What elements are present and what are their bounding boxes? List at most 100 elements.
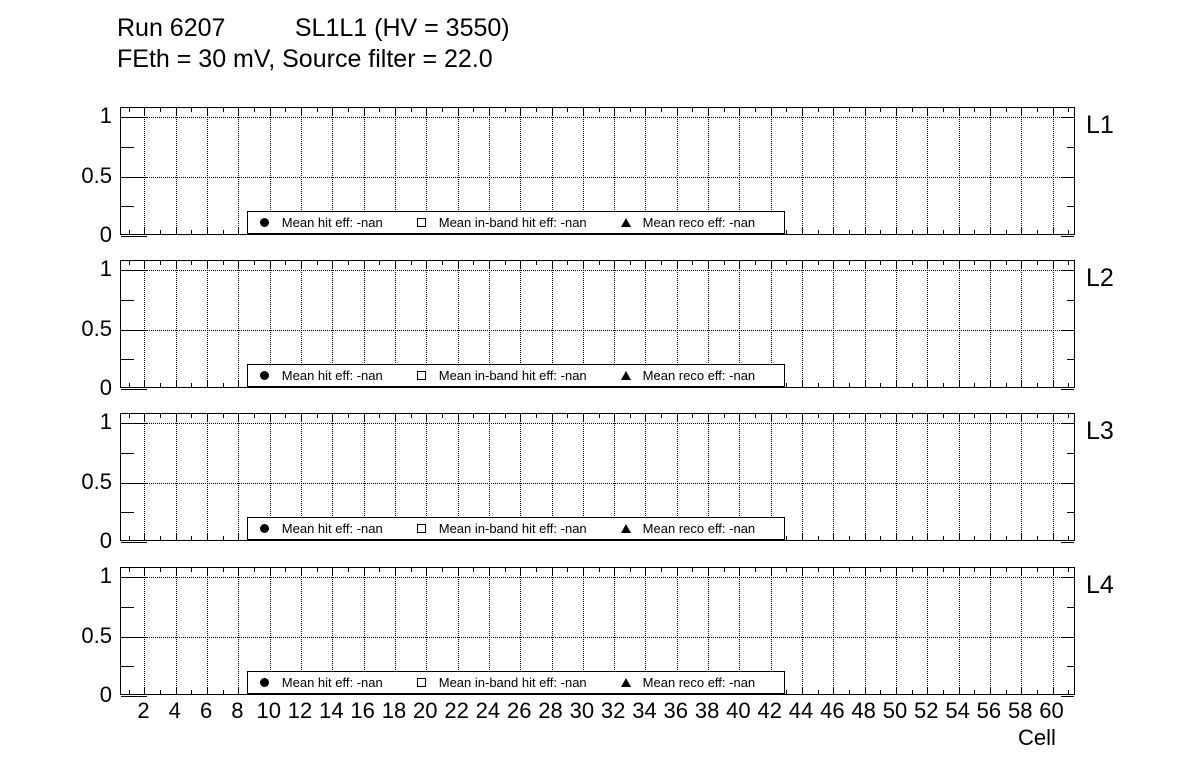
x-tick-top	[128, 568, 130, 572]
x-axis-tick-label: 40	[726, 698, 751, 723]
x-tick-top	[927, 414, 929, 421]
y-tick-left	[121, 542, 147, 543]
x-tick-top	[535, 108, 537, 112]
y-axis-tick-label: 0	[99, 375, 112, 400]
x-tick-top	[316, 414, 318, 418]
x-tick-bottom	[207, 687, 209, 694]
x-tick-top	[1068, 261, 1070, 265]
legend-entry-label: Mean hit eff: -nan	[281, 675, 383, 690]
x-axis-tick-label: 52	[914, 698, 939, 723]
x-tick-bottom	[911, 230, 913, 234]
gridline-vertical	[551, 568, 553, 694]
gridline-vertical	[614, 414, 616, 540]
x-tick-top	[1005, 261, 1007, 265]
gridline-vertical	[864, 261, 866, 387]
x-tick-bottom	[848, 536, 850, 540]
gridline-vertical	[864, 414, 866, 540]
x-tick-top	[723, 568, 725, 572]
x-tick-bottom	[958, 380, 960, 387]
x-tick-top	[817, 414, 819, 418]
y-tick-right	[1061, 117, 1074, 119]
legend-entry: Mean reco eff: -nan	[609, 518, 755, 539]
x-tick-bottom	[222, 230, 224, 234]
filled-circle-marker-glyph	[260, 678, 270, 687]
x-tick-bottom	[191, 383, 193, 387]
x-tick-top	[504, 568, 506, 572]
x-tick-top	[473, 261, 475, 265]
x-tick-top	[301, 568, 303, 575]
y-axis-tick-label: 1	[99, 256, 112, 282]
x-tick-top	[410, 414, 412, 418]
gridline-vertical	[1052, 261, 1054, 387]
x-tick-top	[1005, 108, 1007, 112]
filled-triangle-marker	[609, 218, 643, 227]
x-tick-top	[739, 414, 741, 421]
y-tick-left	[121, 236, 147, 237]
x-tick-top	[457, 108, 459, 115]
gridline-vertical	[238, 568, 240, 694]
legend-entry: Mean in-band hit eff: -nan	[405, 518, 587, 539]
x-tick-top	[833, 261, 835, 268]
x-tick-top	[786, 108, 788, 112]
x-tick-bottom	[160, 383, 162, 387]
y-tick-right	[1061, 423, 1074, 425]
x-tick-bottom	[989, 380, 991, 387]
x-tick-top	[645, 108, 647, 115]
x-tick-bottom	[958, 687, 960, 694]
x-axis-tick-label: 56	[976, 698, 1002, 723]
x-axis-tick-label: 10	[256, 698, 281, 723]
gridline-vertical	[582, 414, 584, 540]
x-tick-bottom	[1068, 230, 1070, 234]
panel-label-l1: L1	[1086, 111, 1114, 139]
gridline-vertical	[551, 414, 553, 540]
x-tick-top	[848, 414, 850, 418]
x-tick-top	[520, 261, 522, 268]
x-tick-top	[661, 108, 663, 112]
x-tick-top	[520, 414, 522, 421]
y-tick-left	[121, 607, 134, 609]
filled-triangle-marker	[609, 524, 643, 533]
x-tick-top	[755, 261, 757, 265]
gridline-vertical	[488, 108, 490, 234]
gridline-vertical	[301, 261, 303, 387]
x-tick-top	[238, 568, 240, 575]
x-tick-bottom	[1052, 687, 1054, 694]
x-tick-bottom	[786, 690, 788, 694]
x-tick-top	[598, 261, 600, 265]
gridline-vertical	[207, 261, 209, 387]
legend-entry-label: Mean hit eff: -nan	[281, 215, 383, 230]
x-tick-top	[285, 568, 287, 572]
gridline-vertical	[864, 108, 866, 234]
gridline-vertical	[833, 568, 835, 694]
x-axis-tick-label: 26	[506, 698, 532, 723]
x-tick-top	[473, 568, 475, 572]
y-tick-left	[121, 389, 147, 390]
x-tick-top	[1052, 108, 1054, 115]
title-line-1: Run 6207 SL1L1 (HV = 3550)	[117, 14, 510, 42]
x-tick-top	[661, 261, 663, 265]
x-tick-top	[645, 261, 647, 268]
x-tick-bottom	[1052, 380, 1054, 387]
x-axis-tick-label: 30	[569, 698, 595, 723]
gridline-horizontal	[121, 270, 1074, 272]
x-tick-bottom	[927, 687, 929, 694]
x-axis-tick-label: 32	[600, 698, 626, 723]
y-tick-left	[121, 512, 134, 514]
x-tick-top	[911, 414, 913, 418]
gridline-vertical	[269, 108, 271, 234]
x-tick-top	[1052, 261, 1054, 268]
x-tick-top	[629, 108, 631, 112]
gridline-vertical	[1021, 568, 1023, 694]
x-tick-top	[363, 568, 365, 575]
x-tick-top	[394, 568, 396, 575]
gridline-vertical	[645, 568, 647, 694]
x-axis-tick-label: 34	[632, 698, 657, 723]
y-axis-tick-label: 0	[99, 222, 112, 247]
x-tick-top	[864, 568, 866, 575]
gridline-vertical	[175, 261, 177, 387]
x-tick-top	[974, 414, 976, 418]
x-tick-top	[394, 108, 396, 115]
gridline-vertical	[175, 568, 177, 694]
x-tick-bottom	[974, 383, 976, 387]
x-tick-top	[160, 414, 162, 418]
